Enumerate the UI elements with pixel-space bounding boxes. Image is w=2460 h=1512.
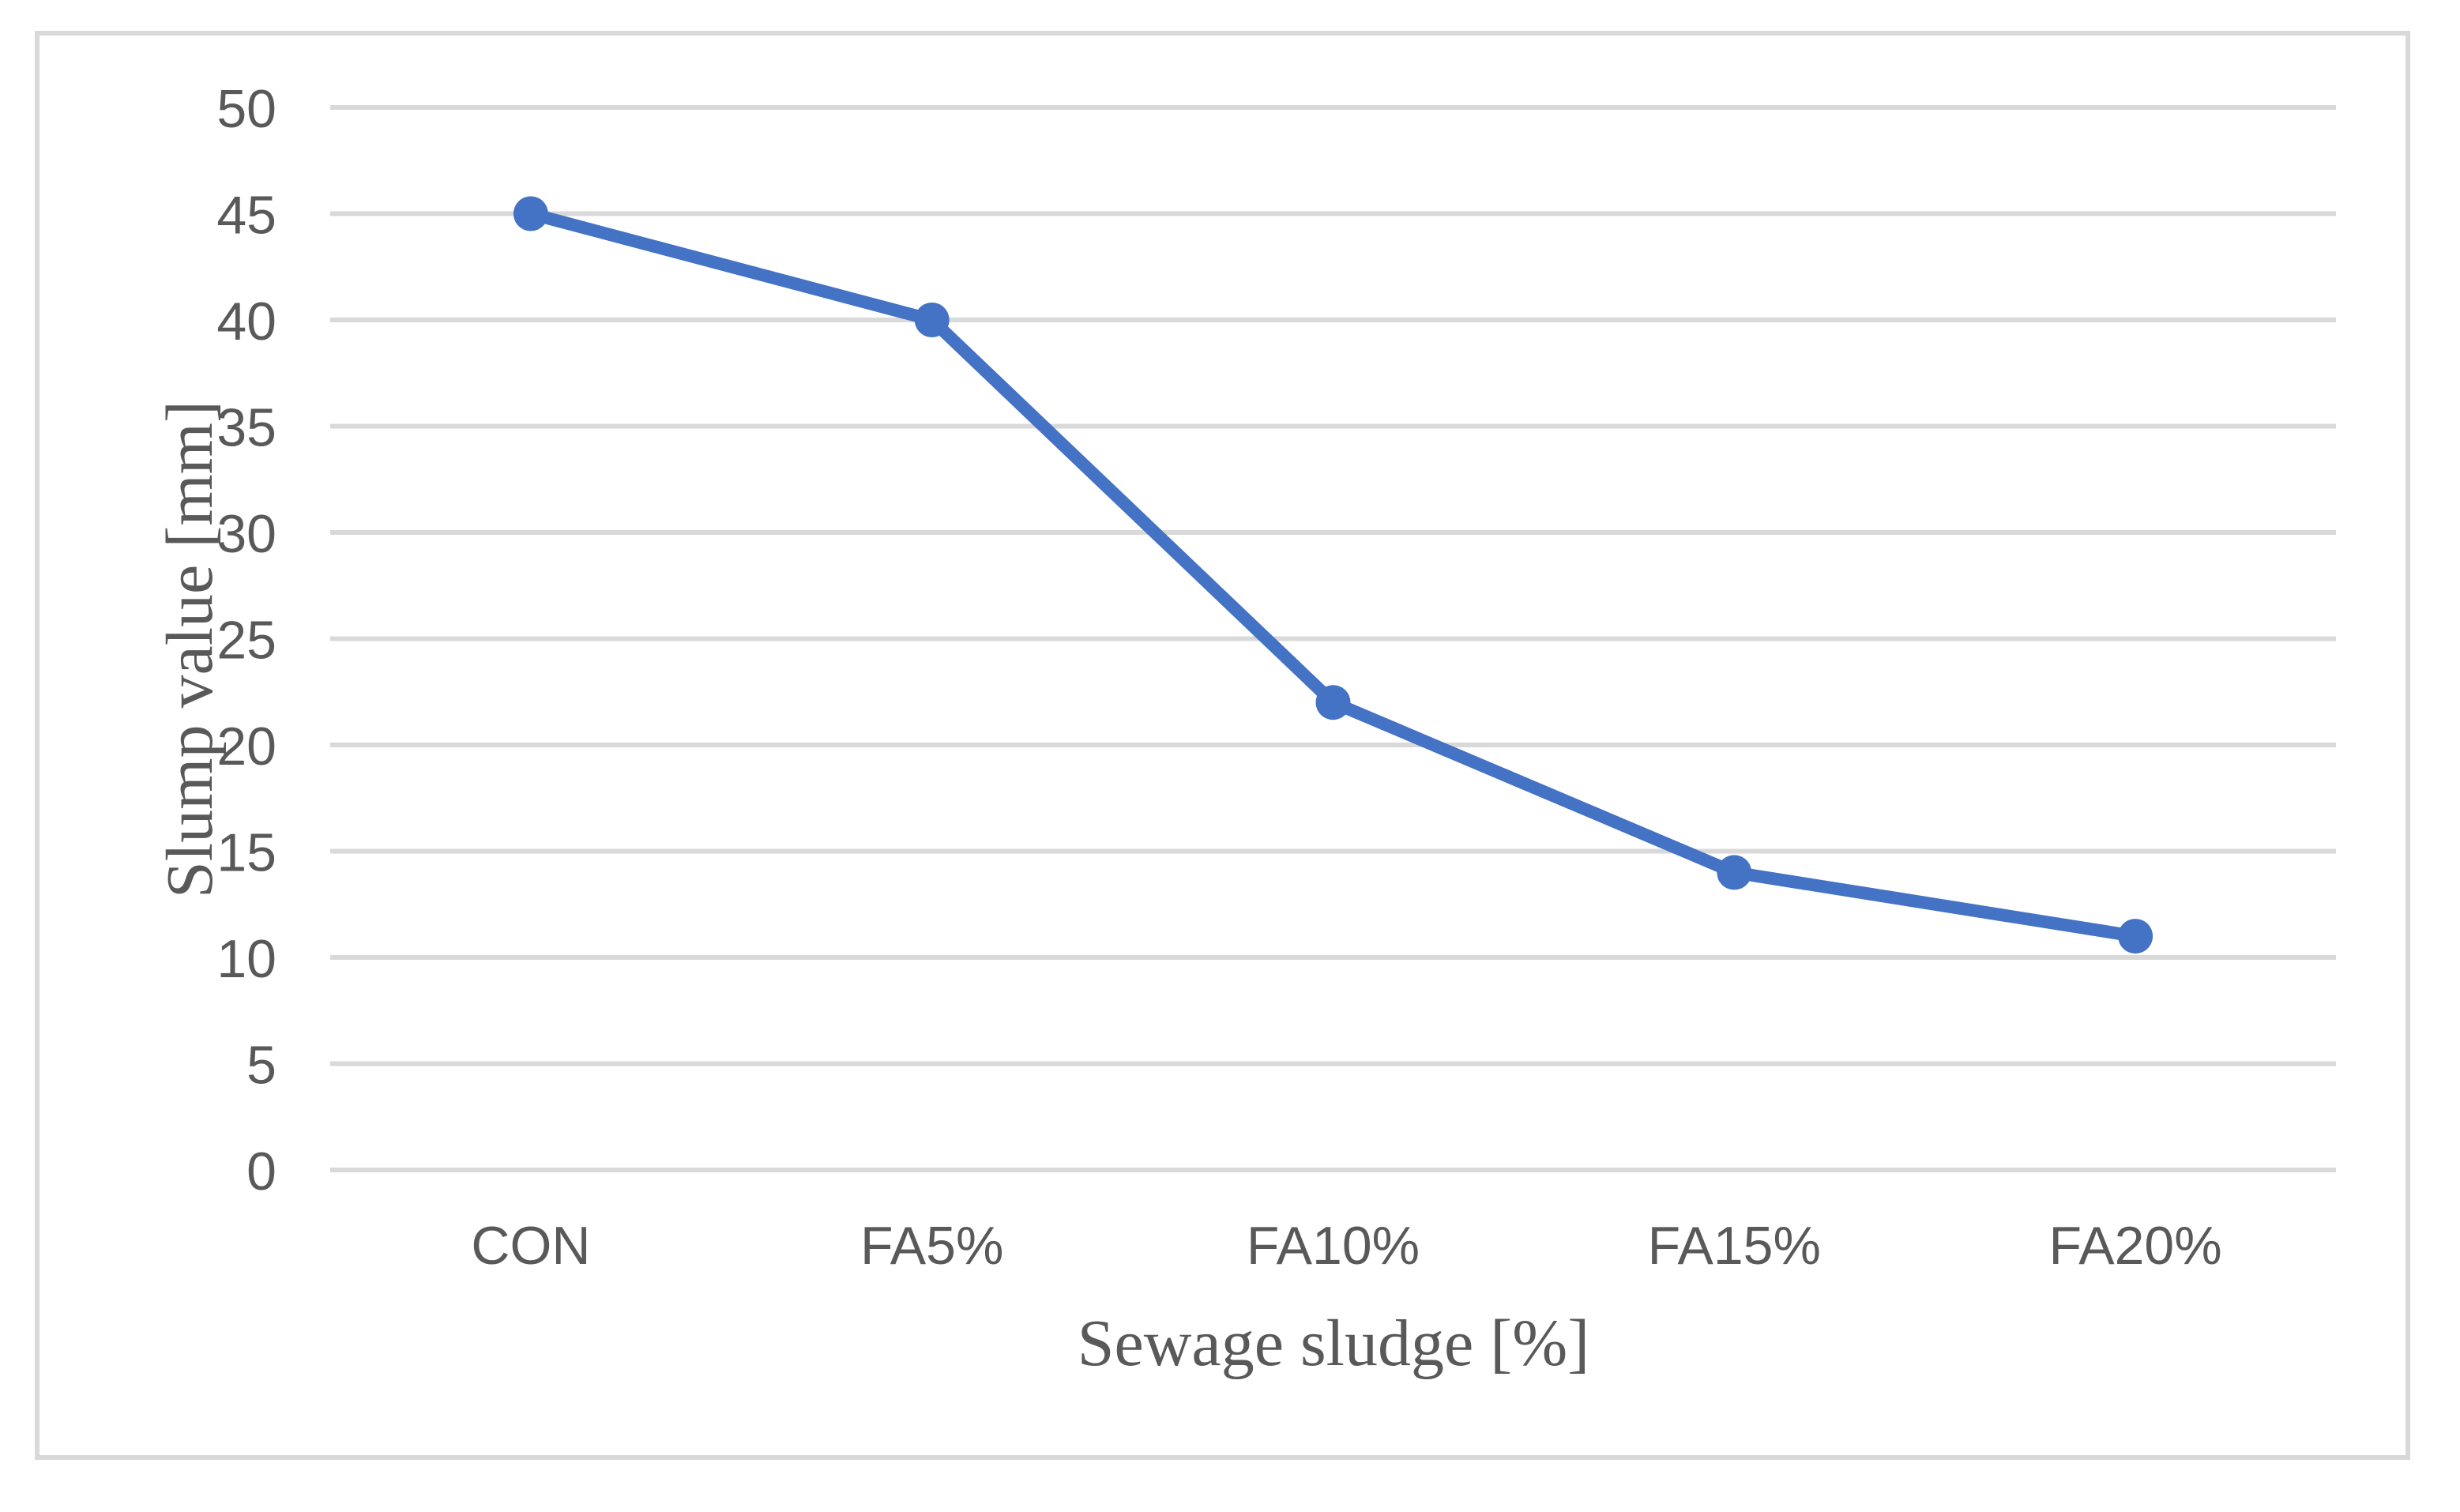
x-axis-category-label: FA15% xyxy=(1648,1216,1821,1276)
y-axis-tick-label: 25 xyxy=(216,611,276,671)
y-axis-tick-label: 15 xyxy=(216,823,276,883)
gridlines-group xyxy=(330,105,2336,1172)
y-axis-title: Slump value [mm] xyxy=(153,401,227,898)
series-group xyxy=(513,196,2153,954)
x-axis-category-label: CON xyxy=(471,1216,590,1276)
data-point-marker xyxy=(1717,855,1752,890)
y-axis-tick-label: 30 xyxy=(216,504,276,564)
data-point-marker xyxy=(513,196,548,231)
y-axis-tick-label: 50 xyxy=(216,79,276,139)
x-axis-category-label: FA20% xyxy=(2048,1216,2221,1276)
y-axis-tick-label: 20 xyxy=(216,717,276,777)
y-axis-tick-label: 40 xyxy=(216,291,276,352)
x-axis-category-label: FA5% xyxy=(860,1216,1003,1276)
y-axis-tick-label: 0 xyxy=(246,1142,276,1202)
y-axis-tick-label: 5 xyxy=(246,1036,276,1096)
data-point-marker xyxy=(2118,919,2153,954)
y-axis-tick-label: 10 xyxy=(216,929,276,989)
data-point-marker xyxy=(1315,685,1351,720)
y-axis-tick-labels-group: 0 5 10 15 20 25 30 35 40 45 50 xyxy=(216,79,276,1202)
x-axis-category-label: FA10% xyxy=(1247,1216,1420,1276)
y-axis-tick-label: 35 xyxy=(216,398,276,458)
data-point-marker xyxy=(914,303,950,337)
x-axis-category-labels-group: CON FA5% FA10% FA15% FA20% xyxy=(471,1216,2221,1276)
y-axis-tick-label: 45 xyxy=(216,186,276,246)
x-axis-title: Sewage sludge [%] xyxy=(1078,1307,1589,1380)
